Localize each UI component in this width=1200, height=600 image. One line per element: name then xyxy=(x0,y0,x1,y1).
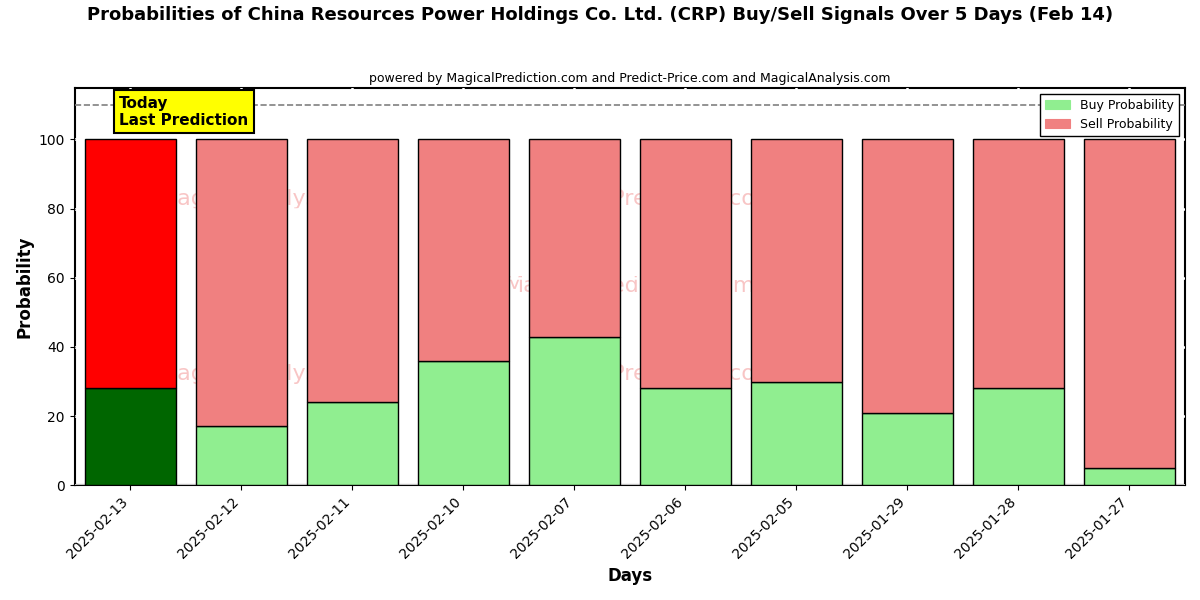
Legend: Buy Probability, Sell Probability: Buy Probability, Sell Probability xyxy=(1040,94,1178,136)
Text: MagicalAnalysis.com: MagicalAnalysis.com xyxy=(158,189,390,209)
Text: MagicalAnalysis.com: MagicalAnalysis.com xyxy=(158,364,390,384)
Bar xyxy=(862,413,953,485)
Bar xyxy=(529,337,620,485)
Text: Probabilities of China Resources Power Holdings Co. Ltd. (CRP) Buy/Sell Signals : Probabilities of China Resources Power H… xyxy=(86,6,1114,24)
Bar xyxy=(862,139,953,413)
Bar xyxy=(640,139,731,388)
Text: MagicalPrediction.com: MagicalPrediction.com xyxy=(527,364,778,384)
Text: Today
Last Prediction: Today Last Prediction xyxy=(119,95,248,128)
Bar xyxy=(85,139,175,388)
Bar xyxy=(640,388,731,485)
Bar xyxy=(751,382,842,485)
Text: MagicalPrediction.com: MagicalPrediction.com xyxy=(504,277,755,296)
X-axis label: Days: Days xyxy=(607,567,653,585)
Bar xyxy=(418,139,509,361)
Bar xyxy=(1084,139,1175,468)
Bar xyxy=(1084,468,1175,485)
Bar xyxy=(973,388,1064,485)
Bar xyxy=(307,402,397,485)
Bar xyxy=(751,139,842,382)
Bar xyxy=(307,139,397,402)
Bar xyxy=(529,139,620,337)
Bar xyxy=(196,139,287,427)
Y-axis label: Probability: Probability xyxy=(16,235,34,338)
Text: MagicalPrediction.com: MagicalPrediction.com xyxy=(527,189,778,209)
Bar xyxy=(196,427,287,485)
Title: powered by MagicalPrediction.com and Predict-Price.com and MagicalAnalysis.com: powered by MagicalPrediction.com and Pre… xyxy=(370,72,890,85)
Bar xyxy=(973,139,1064,388)
Bar xyxy=(418,361,509,485)
Bar xyxy=(85,388,175,485)
